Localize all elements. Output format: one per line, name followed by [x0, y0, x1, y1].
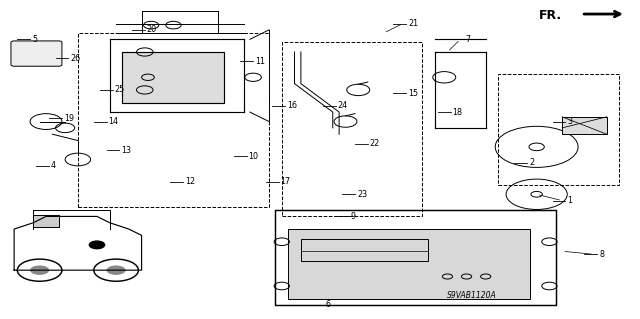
Text: 7: 7	[465, 35, 470, 44]
Text: 9: 9	[351, 212, 356, 221]
Text: 8: 8	[599, 250, 604, 259]
Text: 15: 15	[408, 89, 418, 98]
Text: 18: 18	[452, 108, 463, 116]
Text: 20: 20	[147, 25, 157, 34]
Bar	[301, 239, 428, 261]
Text: 6: 6	[325, 300, 330, 309]
Text: 13: 13	[121, 145, 131, 154]
Text: 24: 24	[338, 101, 348, 110]
Bar	[562, 117, 607, 134]
Text: 19: 19	[64, 114, 74, 123]
Bar	[122, 52, 225, 103]
Text: 11: 11	[255, 57, 265, 66]
Bar	[33, 215, 59, 227]
Text: 23: 23	[357, 190, 367, 199]
Text: 5: 5	[32, 35, 37, 44]
Bar	[499, 74, 620, 185]
Text: 17: 17	[280, 177, 291, 186]
Text: 1: 1	[567, 196, 572, 205]
Text: 16: 16	[287, 101, 297, 110]
Circle shape	[90, 241, 104, 249]
Text: 21: 21	[408, 19, 418, 28]
Bar	[78, 33, 269, 207]
Bar	[282, 42, 422, 216]
Text: 3: 3	[567, 117, 572, 126]
Bar	[288, 229, 531, 299]
Text: FR.: FR.	[539, 9, 562, 22]
Text: 12: 12	[185, 177, 195, 186]
Text: S9VAB1120A: S9VAB1120A	[447, 291, 497, 300]
Text: 2: 2	[529, 158, 534, 167]
Text: 4: 4	[51, 161, 56, 170]
Circle shape	[30, 265, 49, 275]
Text: 22: 22	[370, 139, 380, 148]
FancyBboxPatch shape	[11, 41, 62, 66]
Circle shape	[106, 265, 125, 275]
Text: 14: 14	[108, 117, 118, 126]
Bar	[275, 210, 556, 305]
Text: 10: 10	[248, 152, 259, 161]
Text: 26: 26	[70, 54, 81, 63]
Text: 25: 25	[115, 85, 125, 94]
